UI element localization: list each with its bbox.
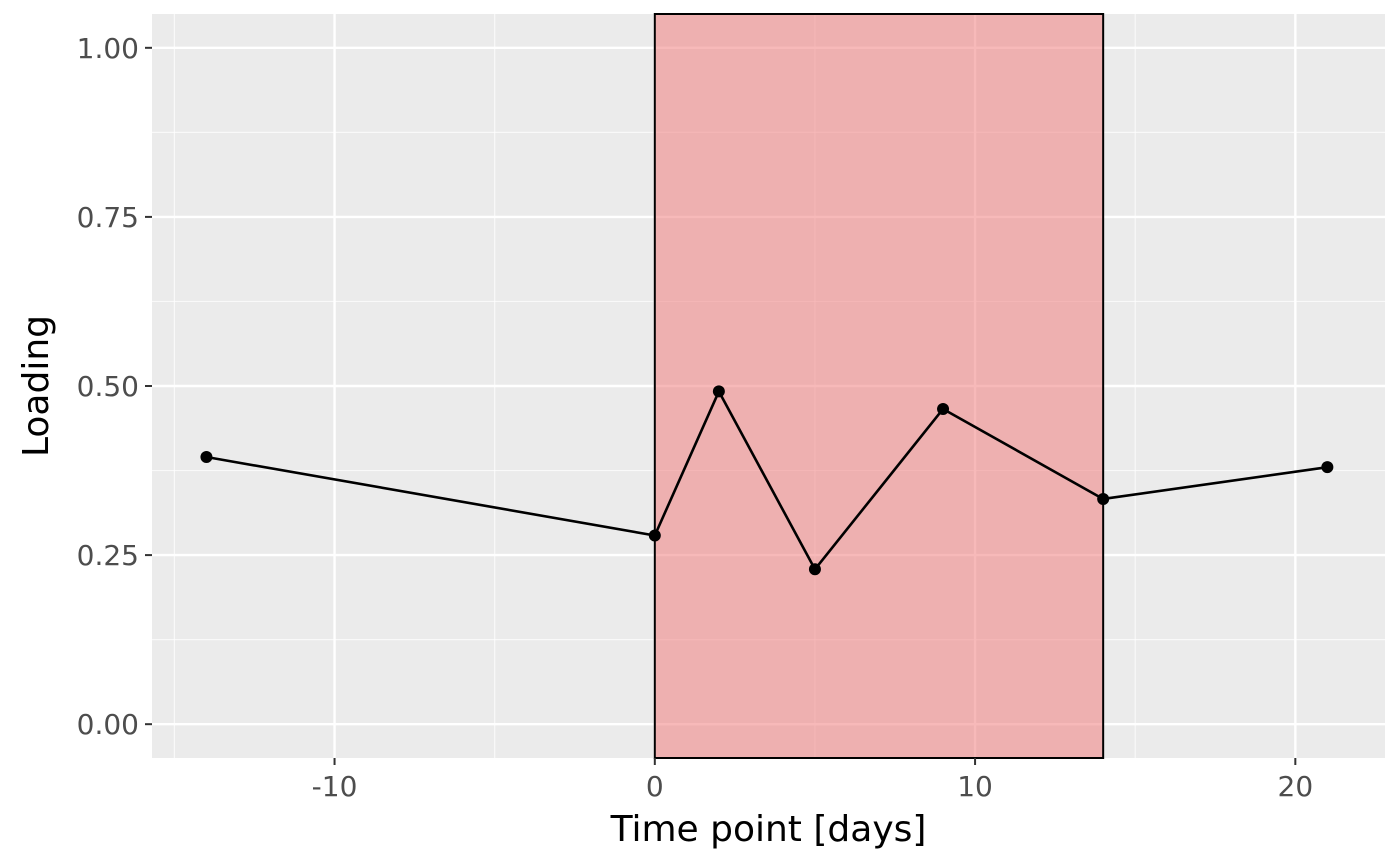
data-point <box>200 451 213 464</box>
tick-labels: -10 0 10 20 0.00 0.25 0.50 0.75 1.00 <box>77 32 1313 803</box>
data-point <box>1097 492 1110 505</box>
x-tick-label: 10 <box>957 770 993 803</box>
y-tick-label: 1.00 <box>77 32 139 65</box>
x-tick-label: 20 <box>1278 770 1314 803</box>
x-axis-title: Time point [days] <box>610 809 927 850</box>
data-point <box>808 563 821 576</box>
y-tick-label: 0.25 <box>77 539 139 572</box>
y-axis-title: Loading <box>16 315 57 457</box>
data-point <box>937 402 950 415</box>
data-point <box>648 529 661 542</box>
x-tick-label: 0 <box>646 770 664 803</box>
series-group <box>200 385 1334 576</box>
x-tick-label: -10 <box>312 770 358 803</box>
data-point <box>712 385 725 398</box>
y-tick-label: 0.50 <box>77 370 139 403</box>
highlight-interval <box>653 13 1105 759</box>
y-tick-label: 0.75 <box>77 201 139 234</box>
y-tick-label: 0.00 <box>77 708 139 741</box>
data-point <box>1321 461 1334 474</box>
axis-ticks <box>145 46 1297 765</box>
